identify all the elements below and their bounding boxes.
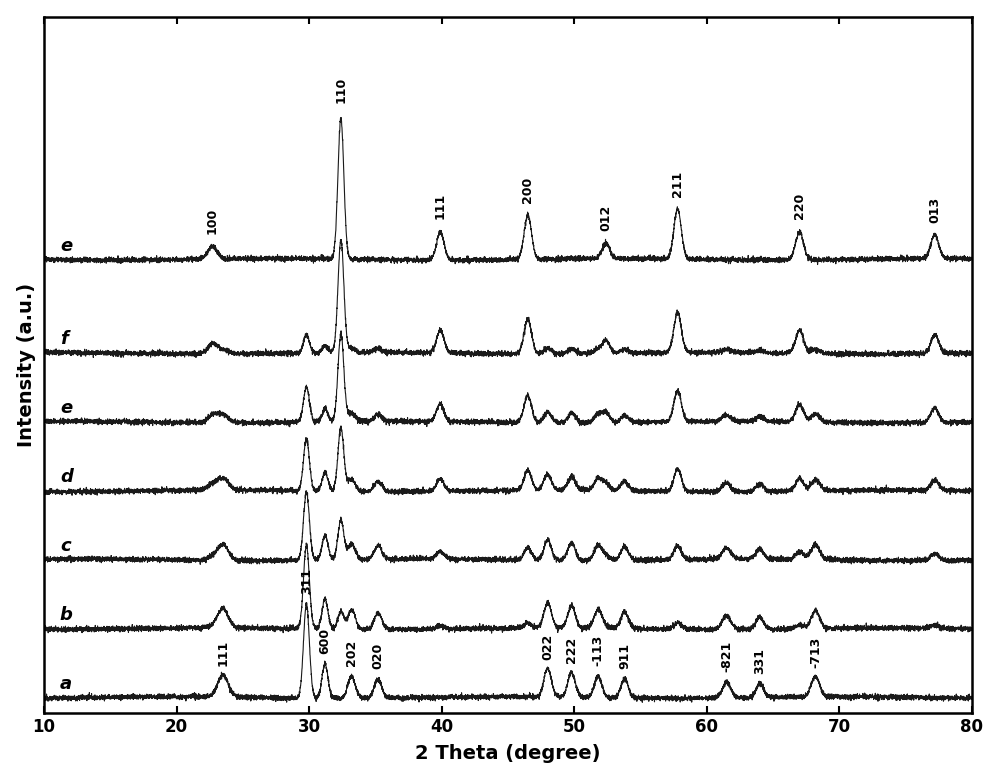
Text: 012: 012 — [600, 205, 613, 231]
Text: 022: 022 — [541, 633, 554, 660]
Text: 211: 211 — [671, 170, 684, 197]
Text: 200: 200 — [521, 176, 534, 203]
Text: a: a — [60, 675, 72, 693]
Text: c: c — [60, 537, 71, 555]
Text: b: b — [60, 606, 73, 624]
Text: 911: 911 — [618, 644, 631, 669]
Text: 600: 600 — [319, 628, 332, 654]
X-axis label: 2 Theta (degree): 2 Theta (degree) — [415, 744, 601, 764]
Text: 111: 111 — [434, 193, 447, 218]
Text: e: e — [60, 236, 72, 254]
Text: 100: 100 — [206, 208, 219, 234]
Text: 202: 202 — [345, 640, 358, 666]
Text: -713: -713 — [809, 636, 822, 668]
Y-axis label: Intensity (a.u.): Intensity (a.u.) — [17, 283, 36, 447]
Text: 311: 311 — [300, 568, 313, 594]
Text: 020: 020 — [372, 643, 385, 669]
Text: e: e — [60, 399, 72, 417]
Text: f: f — [60, 331, 68, 349]
Text: -821: -821 — [720, 641, 733, 672]
Text: 222: 222 — [565, 636, 578, 663]
Text: 331: 331 — [753, 648, 766, 674]
Text: d: d — [60, 468, 73, 486]
Text: 220: 220 — [793, 193, 806, 218]
Text: 110: 110 — [334, 76, 347, 103]
Text: 013: 013 — [928, 197, 941, 223]
Text: 111: 111 — [216, 640, 229, 666]
Text: -113: -113 — [592, 635, 605, 666]
